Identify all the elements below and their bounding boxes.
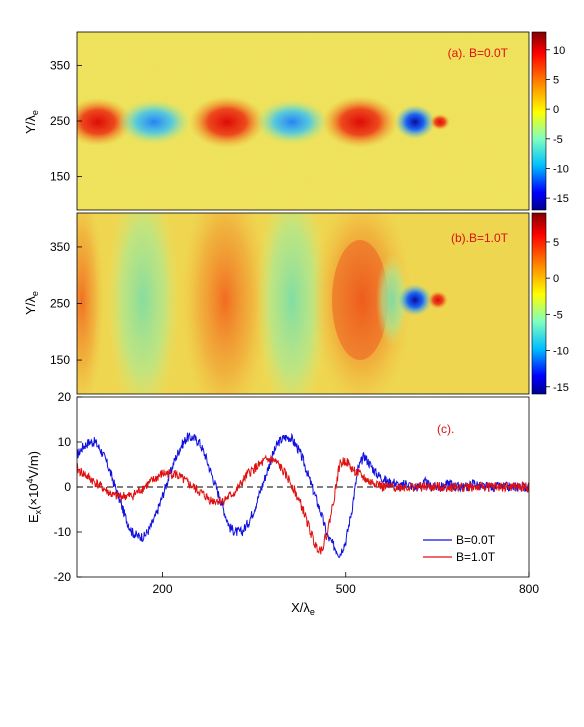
x-tick-label: 500 bbox=[336, 582, 356, 596]
panel-a-field-map bbox=[77, 32, 529, 210]
panel-b-y-tick-label: 250 bbox=[50, 297, 70, 311]
x-tick-label: 800 bbox=[519, 582, 539, 596]
panel-a-colorbar-tick-label: -10 bbox=[553, 163, 569, 175]
panel-a-label: (a). B=0.0T bbox=[448, 46, 509, 60]
panel-b-colorbar-tick-label: -10 bbox=[553, 346, 569, 358]
legend-b0-label: B=0.0T bbox=[456, 533, 496, 547]
panel-a-colorbar-ticks: 10 5 0 -5 -10 -15 bbox=[546, 45, 569, 205]
panel-b-colorbar-ticks: 5 0 -5 -10 -15 bbox=[546, 237, 569, 394]
panel-b-y-tick-label: 150 bbox=[50, 353, 70, 367]
x-tick-label: 200 bbox=[152, 582, 172, 596]
y-tick-label: 20 bbox=[58, 390, 72, 404]
panel-b-colorbar-tick-label: -15 bbox=[553, 382, 569, 394]
panel-a-colorbar-tick-label: 10 bbox=[553, 45, 565, 57]
panel-c: -20 -10 0 10 20 200 500 800 (c). X/λe Ex(×104V… bbox=[25, 390, 539, 617]
panel-a-colorbar-tick-label: -5 bbox=[553, 134, 563, 146]
y-tick-label: -20 bbox=[54, 570, 72, 584]
panel-a-colorbar-tick-label: 0 bbox=[553, 104, 559, 116]
y-axis-label: Ex(×104V/m) bbox=[25, 451, 43, 523]
y-tick-label: 10 bbox=[58, 435, 72, 449]
y-tick-label: 0 bbox=[64, 480, 71, 494]
panel-c-y-ticks: -20 -10 0 10 20 bbox=[54, 390, 82, 584]
y-tick-label: -10 bbox=[54, 525, 72, 539]
panel-b-colorbar-tick-label: 5 bbox=[553, 237, 559, 249]
panel-b-colorbar bbox=[531, 212, 547, 395]
panel-c-label: (c). bbox=[437, 422, 454, 436]
panel-b-field-map bbox=[77, 213, 529, 394]
panel-a-y-tick-label: 150 bbox=[50, 170, 70, 184]
panel-a-y-axis-label: Y/λe bbox=[23, 110, 40, 134]
panel-c-x-ticks: 200 500 800 bbox=[152, 572, 539, 596]
panel-b-label: (b).B=1.0T bbox=[451, 231, 509, 245]
panel-a-colorbar-tick-label: 5 bbox=[553, 74, 559, 86]
panel-a-y-ticks: 350 250 150 bbox=[50, 58, 82, 184]
panel-b-y-ticks: 350 250 150 bbox=[50, 240, 82, 367]
panel-b: 350 250 150 Y/λe (b).B=1.0T 5 0 -5 -10 -15 bbox=[23, 212, 569, 395]
series-b1-line bbox=[77, 454, 529, 555]
panel-a-y-tick-label: 350 bbox=[50, 58, 70, 72]
legend: B=0.0T B=1.0T bbox=[419, 528, 527, 574]
panel-b-colorbar-tick-label: -5 bbox=[553, 309, 563, 321]
panel-a: 350 250 150 Y/λe (a). B=0.0T 10 5 0 -5 -10 -15 bbox=[23, 31, 569, 211]
panel-b-colorbar-tick-label: 0 bbox=[553, 273, 559, 285]
panel-a-y-tick-label: 250 bbox=[50, 114, 70, 128]
x-axis-label: X/λe bbox=[291, 600, 315, 617]
panel-a-colorbar-tick-label: -15 bbox=[553, 193, 569, 205]
panel-b-y-tick-label: 350 bbox=[50, 240, 70, 254]
panel-a-colorbar bbox=[531, 31, 547, 211]
legend-b1-label: B=1.0T bbox=[456, 550, 496, 564]
panel-b-y-axis-label: Y/λe bbox=[23, 291, 40, 315]
